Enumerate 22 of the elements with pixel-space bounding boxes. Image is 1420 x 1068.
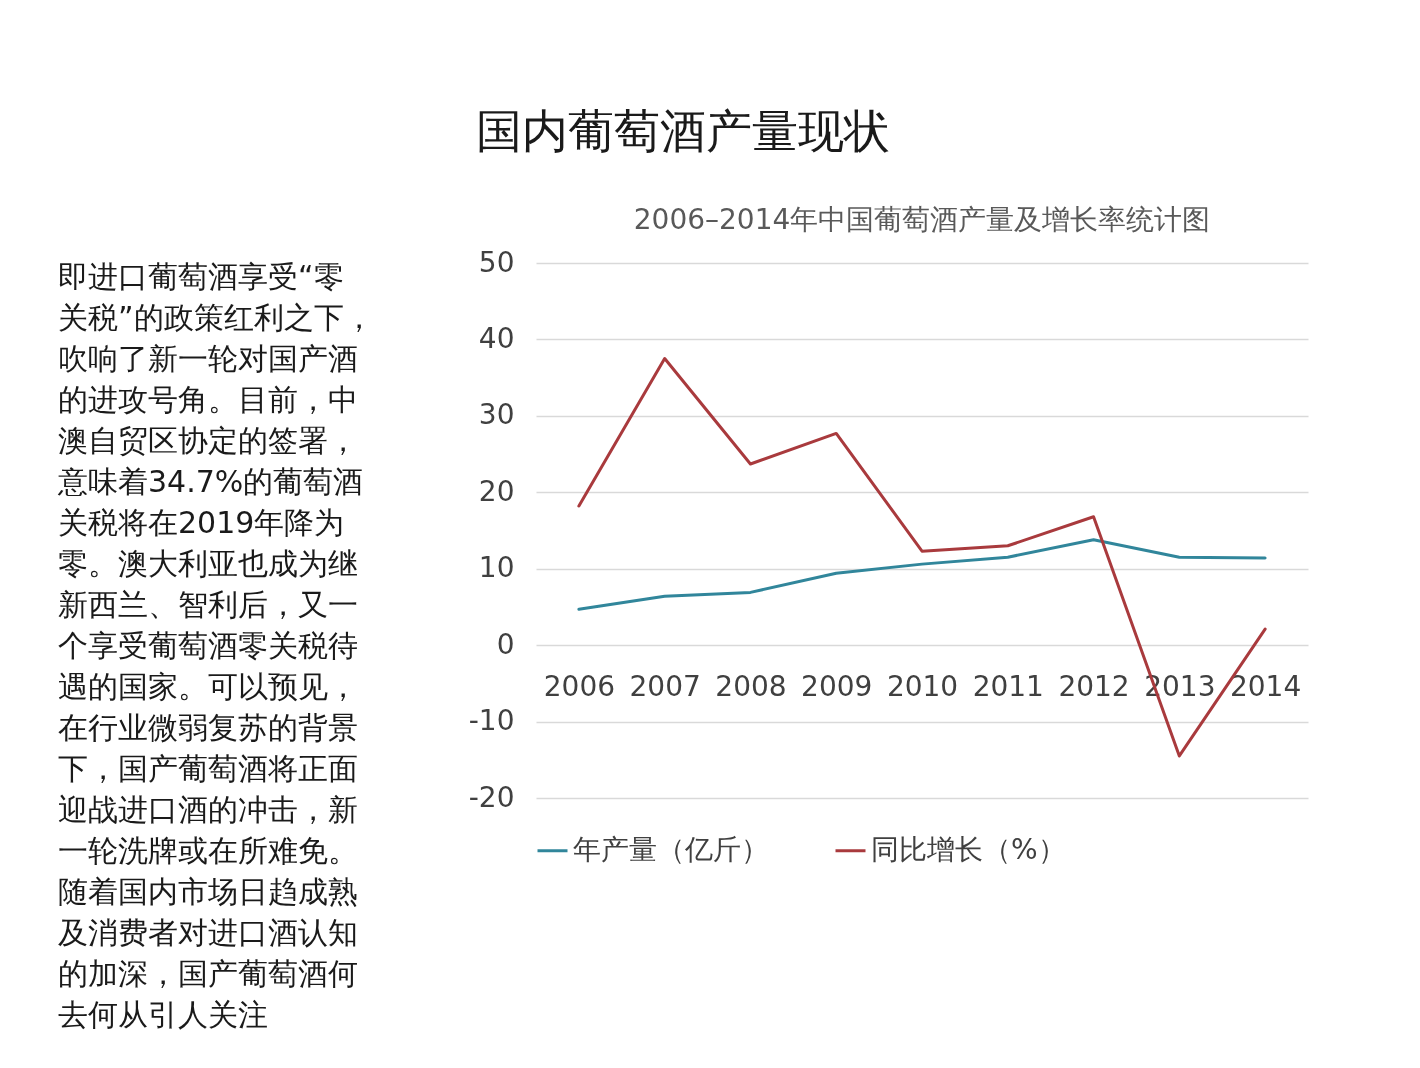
x-tick-label: 2007 — [629, 669, 701, 703]
x-tick-label: 2014 — [1229, 669, 1302, 703]
x-tick-label: 2010 — [886, 669, 959, 703]
y-tick-label: 50 — [478, 245, 515, 279]
y-tick-label: 30 — [478, 398, 515, 432]
y-tick-label: -10 — [468, 704, 515, 738]
legend-label: 同比增长（%） — [871, 832, 1066, 866]
x-tick-label: 2012 — [1058, 669, 1130, 703]
x-tick-label: 2009 — [801, 669, 873, 703]
text: 即进口葡萄酒享受“零关税”的政策红利之下，吹响了新一轮对国产酒的进攻号角。目前，中澳自贸区协定的签署，意味着34.7%的葡萄酒关税将在2019年降为零。澳大利亚也成为继新西兰、智利后，又一个享受葡萄酒零关税待遇的国家。可以预见，在行业微弱复苏的背景下，国产葡萄酒将正面迎战进口酒的冲击，新一轮洗牌或在所难免。随着国内市场日趋成熟及消费者对进口酒认知的加深，国产葡萄酒何去何从引人关注 — [58, 259, 374, 1032]
x-tick-label: 2011 — [972, 669, 1044, 703]
x-tick-label: 2008 — [715, 669, 787, 703]
legend-label: 年产量（亿斤） — [573, 832, 769, 866]
line-series — [577, 538, 1267, 611]
y-tick-label: 10 — [478, 551, 515, 585]
x-tick-label: 2006 — [543, 669, 616, 703]
y-tick-label: 0 — [496, 627, 515, 661]
y-tick-label: -20 — [468, 780, 515, 814]
y-tick-label: 20 — [478, 474, 515, 508]
chart-title: 国内葡萄酒产量现状 — [476, 104, 890, 158]
y-tick-label: 40 — [478, 321, 515, 355]
chart-subtitle: 2006–2014年中国葡萄酒产量及增长率统计图 — [633, 203, 1211, 236]
